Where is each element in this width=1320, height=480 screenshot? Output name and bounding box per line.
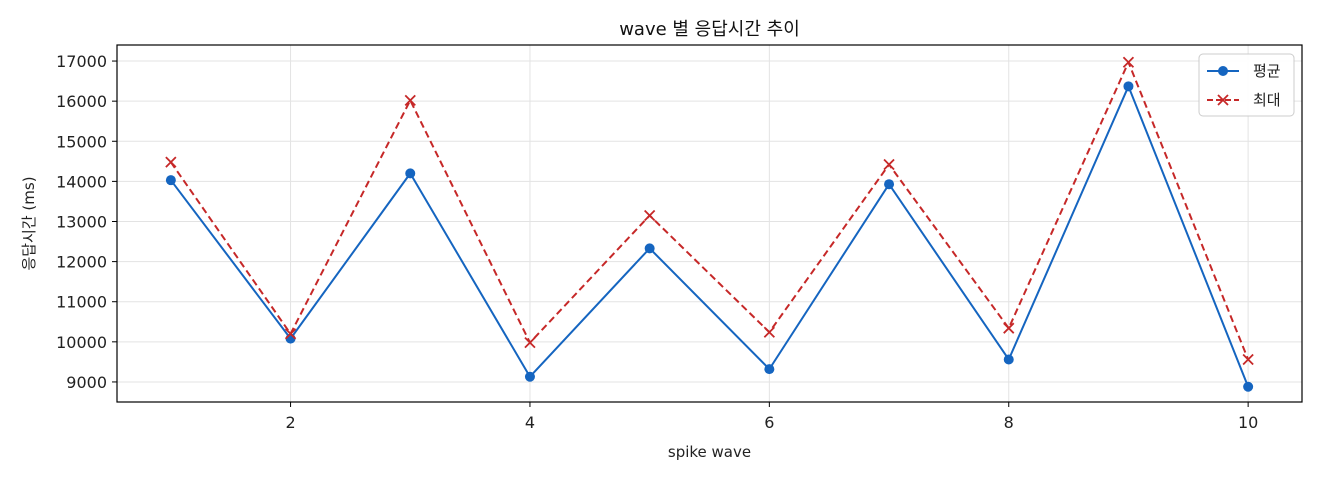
data-point <box>1243 381 1254 392</box>
x-tick-label: 10 <box>1238 413 1258 432</box>
series-line <box>170 61 1250 360</box>
data-point <box>1003 354 1014 365</box>
y-axis: 9000 10000 11000 12000 13000 14000 15000 16000 1… <box>56 52 117 392</box>
y-tick-label: 17000 <box>56 52 107 71</box>
data-point <box>1242 353 1254 366</box>
data-point <box>763 326 775 338</box>
series-line <box>170 85 1250 388</box>
y-tick-label: 15000 <box>56 132 107 151</box>
data-point <box>884 179 895 190</box>
data-point <box>524 336 536 349</box>
data-point <box>165 175 176 186</box>
grid <box>117 45 1302 402</box>
legend-marker <box>1217 94 1229 106</box>
y-tick-label: 10000 <box>56 333 107 352</box>
y-tick-label: 12000 <box>56 253 107 272</box>
y-tick-label: 9000 <box>66 373 107 392</box>
x-tick-label: 8 <box>1004 413 1014 432</box>
x-axis-label: spike wave <box>668 443 751 461</box>
data-point <box>1003 322 1015 334</box>
legend-item: 평균 <box>1207 62 1281 80</box>
y-tick-label: 13000 <box>56 212 107 231</box>
chart-title: wave 별 응답시간 추이 <box>619 19 800 40</box>
legend-label: 최대 <box>1253 91 1281 109</box>
x-tick-label: 6 <box>764 413 774 432</box>
data-point <box>1122 56 1135 68</box>
x-tick-label: 2 <box>285 413 295 432</box>
plot-frame <box>116 44 1303 403</box>
data-point <box>165 156 177 168</box>
data-point <box>404 94 416 106</box>
x-axis: 2 4 6 8 10 <box>285 402 1258 432</box>
data-point <box>644 243 655 254</box>
legend-label: 평균 <box>1253 62 1281 80</box>
data-point <box>644 209 656 222</box>
x-tick-label: 4 <box>525 413 535 432</box>
y-tick-label: 11000 <box>56 293 107 312</box>
data-point <box>764 364 775 375</box>
series-2 <box>165 56 1254 366</box>
data-point <box>284 328 297 340</box>
data-point <box>524 371 535 382</box>
data-point <box>883 158 895 171</box>
series-1 <box>165 81 1254 392</box>
y-tick-label: 16000 <box>56 92 107 111</box>
data-point <box>1123 81 1134 92</box>
data-point <box>285 333 296 344</box>
legend-item: 최대 <box>1207 91 1281 109</box>
data-point <box>405 168 416 179</box>
y-axis-label: 응답시간 (ms) <box>20 176 38 270</box>
series-layer <box>165 56 1254 392</box>
legend-marker <box>1218 66 1228 76</box>
y-tick-label: 14000 <box>56 172 107 191</box>
